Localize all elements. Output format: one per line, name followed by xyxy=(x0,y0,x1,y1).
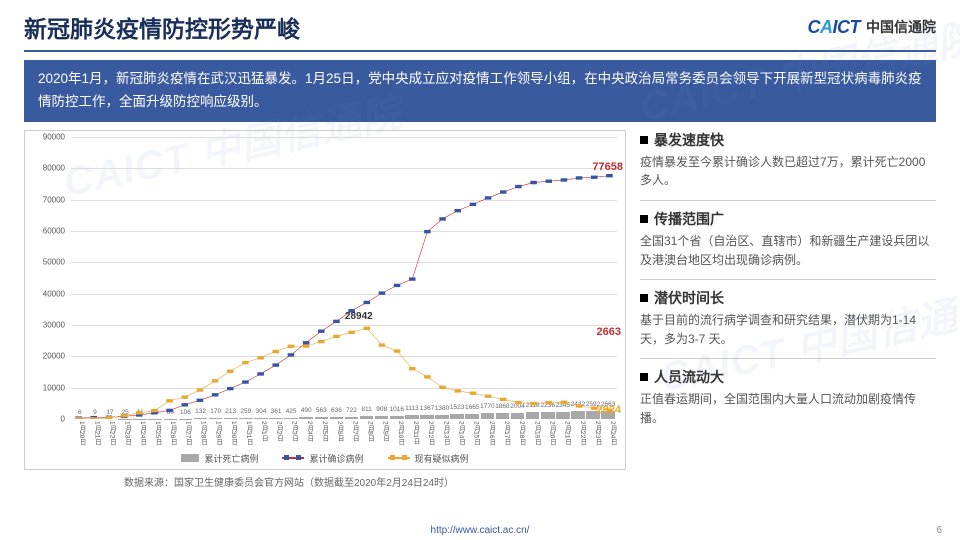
point-body: 正值春运期间，全国范围内大量人口流动加剧疫情传播。 xyxy=(640,390,936,427)
logo: CAICT 中国信通院 xyxy=(808,17,937,38)
chart-legend: 累计死亡病例 累计确诊病例 现有疑似病例 xyxy=(25,452,625,465)
point-title: 暴发速度快 xyxy=(654,130,724,150)
point-title: 潜伏时间长 xyxy=(654,288,724,308)
slide-title: 新冠肺炎疫情防控形势严峻 xyxy=(24,10,300,44)
bullet-icon xyxy=(640,215,648,223)
point-title: 人员流动大 xyxy=(654,367,724,387)
point-body: 基于目前的流行病学调查和研究结果，潜伏期为1-14 天，多为3-7 天。 xyxy=(640,311,936,348)
point-body: 疫情暴发至今累计确诊人数已超过7万，累计死亡2000多人。 xyxy=(640,153,936,190)
footer-url: http://www.caict.ac.cn/ xyxy=(0,525,960,536)
epidemic-chart: 0100002000030000400005000060000700008000… xyxy=(24,130,626,470)
legend-deaths: 累计死亡病例 xyxy=(204,452,258,465)
side-points: 暴发速度快疫情暴发至今累计确诊人数已超过7万，累计死亡2000多人。传播范围广全… xyxy=(640,130,936,489)
bullet-icon xyxy=(640,294,648,302)
label-deaths-end: 2663 xyxy=(597,326,621,338)
page-number: 6 xyxy=(936,525,942,536)
bullet-icon xyxy=(640,136,648,144)
bullet-icon xyxy=(640,373,648,381)
legend-suspected: 现有疑似病例 xyxy=(415,452,469,465)
title-divider xyxy=(24,50,936,52)
banner-text: 2020年1月，新冠肺炎疫情在武汉迅猛暴发。1月25日，党中央成立应对疫情工作领… xyxy=(24,60,936,122)
label-confirmed-end: 77658 xyxy=(592,161,623,173)
label-suspected-peak: 28942 xyxy=(345,311,373,322)
legend-confirmed: 累计确诊病例 xyxy=(309,452,363,465)
point-body: 全国31个省（自治区、直辖市）和新疆生产建设兵团以及港澳台地区均出现确诊病例。 xyxy=(640,232,936,269)
chart-source: 数据来源：国家卫生健康委员会官方网站（数据截至2020年2月24日24时） xyxy=(24,470,626,489)
logo-text: 中国信通院 xyxy=(866,17,936,37)
logo-mark: CAICT xyxy=(808,17,861,38)
label-suspected-end: 2824 xyxy=(597,404,621,416)
point-title: 传播范围广 xyxy=(654,209,724,229)
